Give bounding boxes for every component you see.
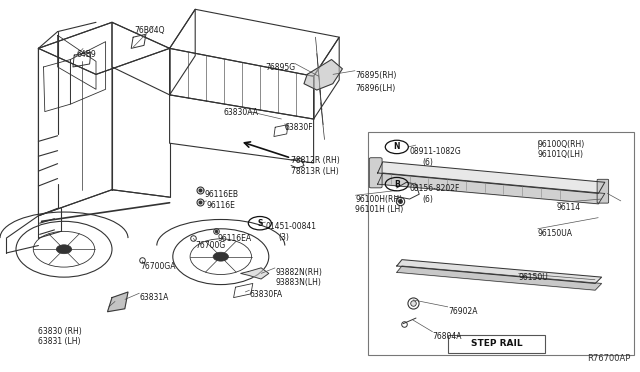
Circle shape <box>213 252 228 261</box>
Text: 76895(RH): 76895(RH) <box>355 71 397 80</box>
Text: 96101H (LH): 96101H (LH) <box>355 205 403 214</box>
Text: 63830FA: 63830FA <box>250 290 283 299</box>
Text: (6): (6) <box>422 158 433 167</box>
Polygon shape <box>241 268 269 279</box>
Text: (6): (6) <box>422 195 433 204</box>
Text: 96150U: 96150U <box>518 273 548 282</box>
Text: 63831A: 63831A <box>140 293 169 302</box>
FancyBboxPatch shape <box>368 132 634 355</box>
Text: 76700GA: 76700GA <box>141 262 176 271</box>
Polygon shape <box>397 266 602 290</box>
FancyBboxPatch shape <box>369 158 382 188</box>
Text: 76B04Q: 76B04Q <box>134 26 165 35</box>
Text: 76700G: 76700G <box>195 241 225 250</box>
Polygon shape <box>378 173 605 204</box>
Text: 63831 (LH): 63831 (LH) <box>38 337 81 346</box>
Text: S: S <box>257 219 262 228</box>
Text: 76896(LH): 76896(LH) <box>355 84 396 93</box>
Text: 76895G: 76895G <box>266 63 296 72</box>
Text: 93883N(LH): 93883N(LH) <box>275 278 321 287</box>
Text: 76804A: 76804A <box>433 332 462 341</box>
Text: 63830 (RH): 63830 (RH) <box>38 327 82 336</box>
Text: 96100H(RH): 96100H(RH) <box>355 195 403 204</box>
Text: STEP RAIL: STEP RAIL <box>471 339 522 348</box>
Text: 08911-1082G: 08911-1082G <box>410 147 461 156</box>
Text: 08156-8202F: 08156-8202F <box>410 184 460 193</box>
Circle shape <box>56 245 72 254</box>
Text: 96114: 96114 <box>557 203 581 212</box>
Text: (3): (3) <box>278 233 289 242</box>
Text: 63830AA: 63830AA <box>224 108 259 117</box>
Text: 93882N(RH): 93882N(RH) <box>275 268 322 277</box>
Polygon shape <box>397 260 602 283</box>
FancyBboxPatch shape <box>448 335 545 353</box>
Text: 96100Q(RH): 96100Q(RH) <box>538 140 585 148</box>
FancyBboxPatch shape <box>597 179 609 203</box>
Text: 96116E: 96116E <box>207 201 236 210</box>
Text: 01451-00841: 01451-00841 <box>266 222 317 231</box>
Text: 63830F: 63830F <box>285 123 314 132</box>
Text: B: B <box>394 180 399 189</box>
Text: 96116EA: 96116EA <box>218 234 252 243</box>
Text: N: N <box>394 142 400 151</box>
Text: 64B9: 64B9 <box>77 50 97 59</box>
Text: 78813R (LH): 78813R (LH) <box>291 167 339 176</box>
Text: 78812R (RH): 78812R (RH) <box>291 156 340 165</box>
Text: 76902A: 76902A <box>448 307 477 316</box>
Text: 96101Q(LH): 96101Q(LH) <box>538 150 584 158</box>
Polygon shape <box>108 292 128 312</box>
Text: 96150UA: 96150UA <box>538 229 573 238</box>
Text: R76700AP: R76700AP <box>587 354 630 363</box>
Text: 96116EB: 96116EB <box>205 190 239 199</box>
Polygon shape <box>304 60 342 90</box>
Polygon shape <box>378 162 605 193</box>
